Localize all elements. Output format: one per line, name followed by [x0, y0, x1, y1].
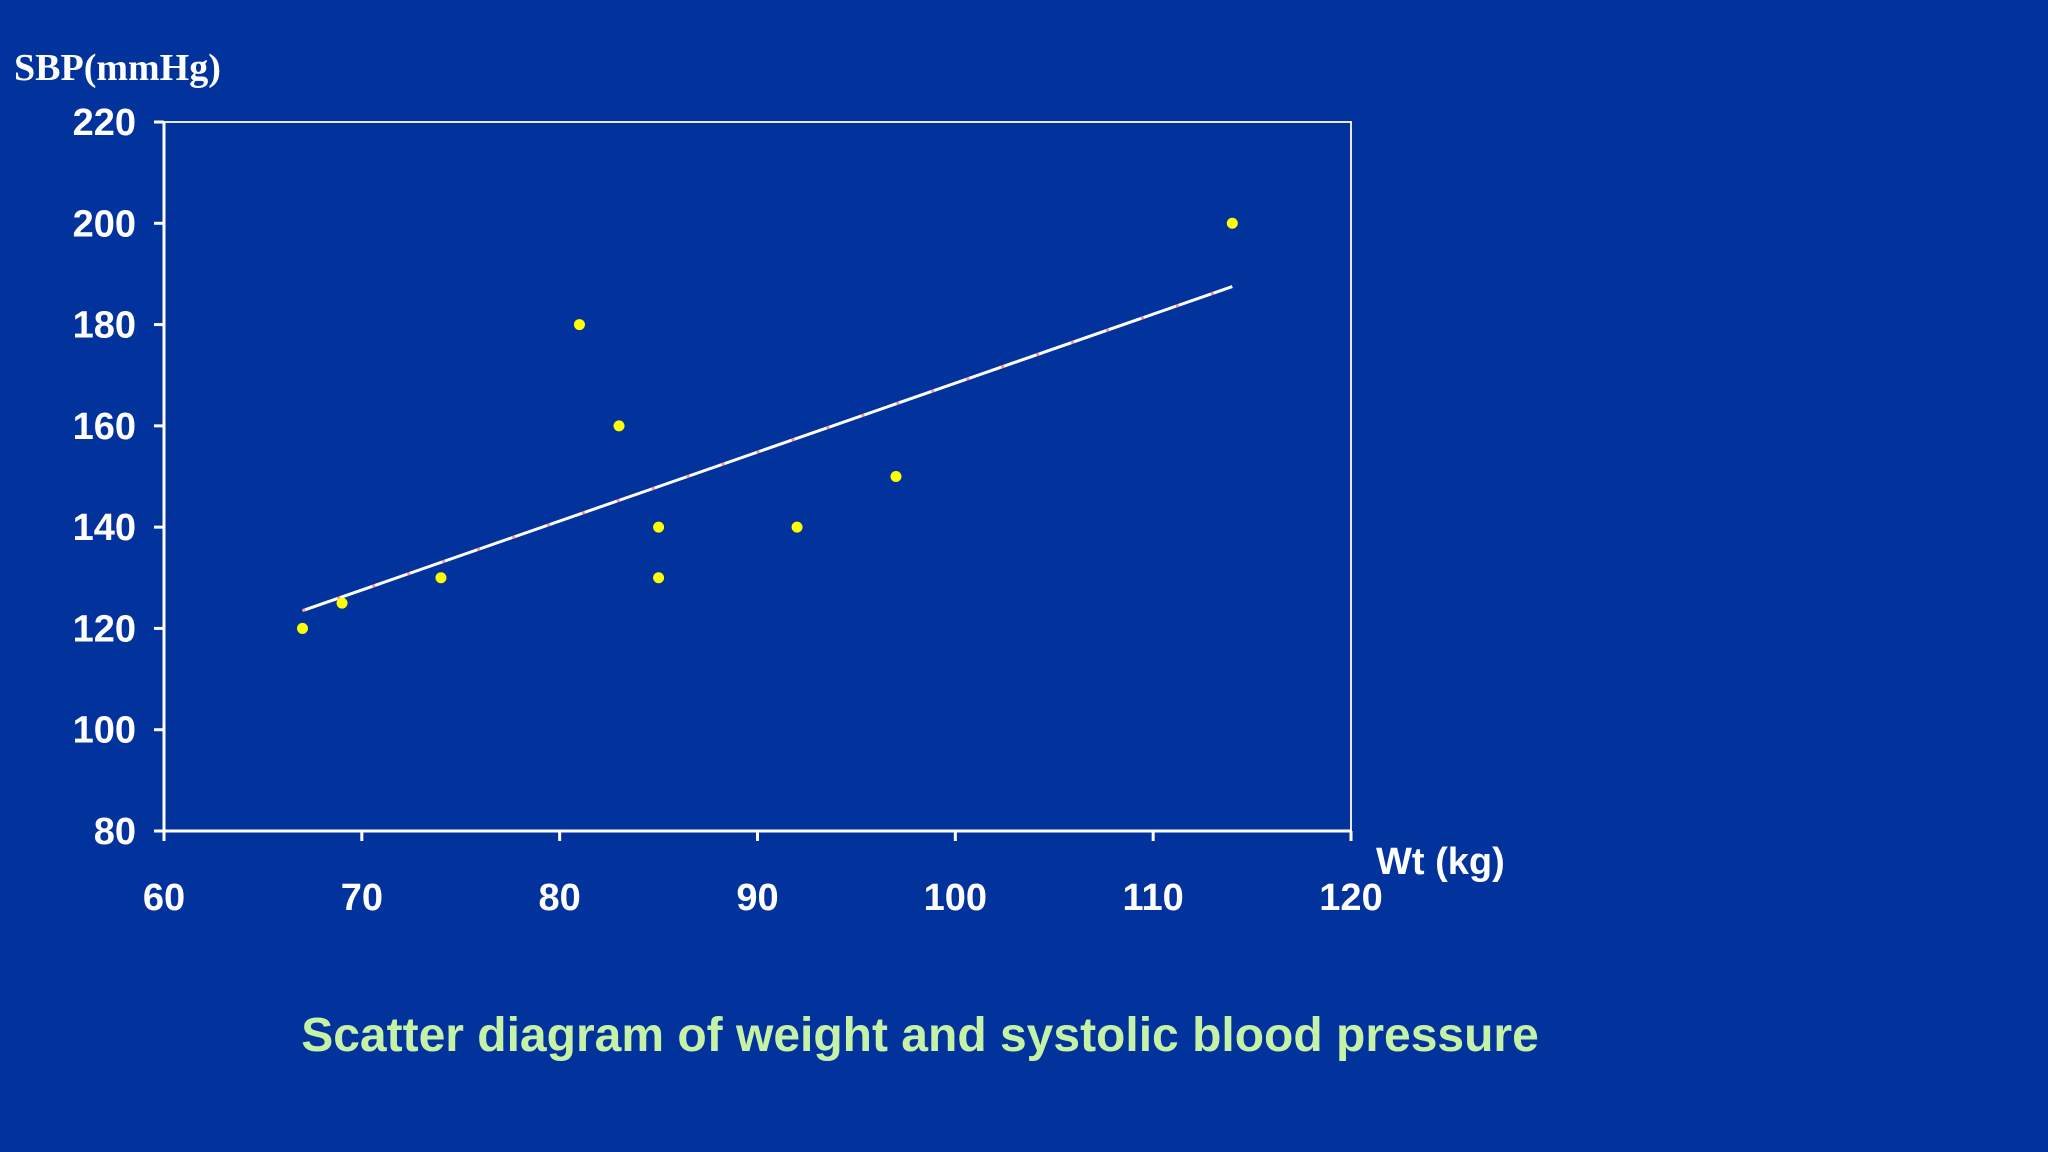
- axes: [154, 120, 1353, 841]
- y-tick-label: 140: [73, 507, 136, 549]
- plot-area-frame: [163, 121, 1352, 832]
- x-tick-label: 90: [736, 877, 778, 919]
- data-point: [890, 471, 902, 482]
- data-point: [653, 521, 665, 533]
- data-point: [336, 597, 348, 609]
- y-tick-label: 160: [73, 406, 136, 448]
- x-tick-label: 70: [341, 877, 383, 919]
- trendline-group: [301, 285, 1233, 613]
- data-points: [296, 217, 1238, 634]
- y-axis-label: SBP(mmHg): [14, 47, 221, 89]
- y-tick-label: 180: [73, 305, 136, 347]
- y-tick-label: 220: [73, 102, 136, 144]
- data-point: [435, 572, 447, 584]
- x-axis-label: Wt (kg): [1376, 841, 1505, 883]
- data-point: [653, 572, 665, 584]
- x-tick-label: 100: [924, 877, 987, 919]
- data-point: [1226, 217, 1238, 229]
- data-point: [791, 521, 803, 533]
- y-tick-label: 120: [73, 608, 136, 650]
- data-point: [573, 319, 585, 331]
- y-tick-label: 200: [73, 203, 136, 245]
- chart-caption: Scatter diagram of weight and systolic b…: [301, 1009, 1539, 1062]
- x-tick-label: 110: [1123, 877, 1184, 919]
- x-tick-label: 80: [539, 877, 581, 919]
- tick-labels: 80 100 120 140 160 180 200 220 60 70 80 90 100 110 120: [73, 102, 1383, 919]
- y-tick-label: 100: [73, 710, 136, 752]
- x-tick-label: 60: [143, 877, 185, 919]
- trendline: [301, 285, 1233, 613]
- data-point: [613, 420, 625, 432]
- y-tick-label: 80: [94, 811, 136, 853]
- x-tick-label: 120: [1319, 877, 1382, 919]
- data-point: [296, 622, 308, 634]
